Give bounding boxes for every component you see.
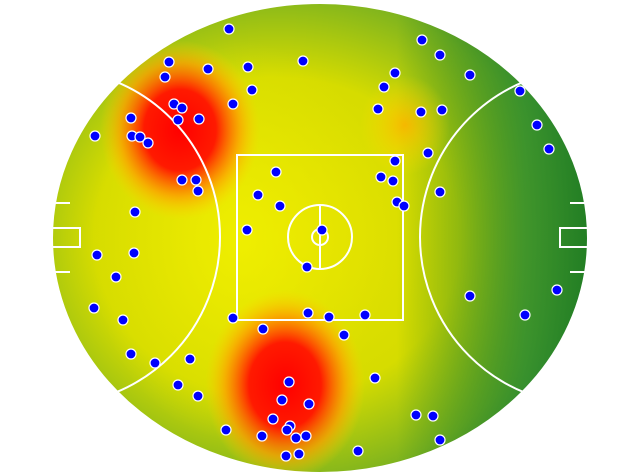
data-point — [464, 69, 476, 81]
data-point — [223, 23, 235, 35]
data-point — [242, 61, 254, 73]
data-point — [338, 329, 350, 341]
data-point — [270, 166, 282, 178]
data-point — [202, 63, 214, 75]
data-point — [176, 102, 188, 114]
data-point — [91, 249, 103, 261]
data-point — [88, 302, 100, 314]
data-point — [290, 432, 302, 444]
data-point — [551, 284, 563, 296]
data-point — [246, 84, 258, 96]
data-point — [369, 372, 381, 384]
data-point — [323, 311, 335, 323]
data-point — [398, 200, 410, 212]
data-point — [359, 309, 371, 321]
data-point — [389, 67, 401, 79]
data-point — [184, 353, 196, 365]
data-point — [192, 185, 204, 197]
data-point — [142, 137, 154, 149]
data-point — [434, 49, 446, 61]
data-point — [297, 55, 309, 67]
data-point — [434, 434, 446, 446]
data-point — [514, 85, 526, 97]
data-point — [193, 113, 205, 125]
data-point — [436, 104, 448, 116]
data-point — [257, 323, 269, 335]
data-point — [283, 376, 295, 388]
data-point — [125, 112, 137, 124]
data-point — [300, 430, 312, 442]
data-point — [256, 430, 268, 442]
data-point — [352, 445, 364, 457]
data-point — [176, 174, 188, 186]
data-point — [434, 186, 446, 198]
data-point — [274, 200, 286, 212]
data-point — [422, 147, 434, 159]
data-point — [301, 261, 313, 273]
data-point — [531, 119, 543, 131]
data-point — [89, 130, 101, 142]
data-point — [128, 247, 140, 259]
data-point — [416, 34, 428, 46]
data-point — [464, 290, 476, 302]
data-point — [252, 189, 264, 201]
data-point — [543, 143, 555, 155]
data-point — [241, 224, 253, 236]
data-point — [192, 390, 204, 402]
data-point — [149, 357, 161, 369]
data-point — [389, 155, 401, 167]
data-point — [159, 71, 171, 83]
data-point — [280, 450, 292, 462]
data-point — [410, 409, 422, 421]
data-point — [375, 171, 387, 183]
data-point — [293, 448, 305, 460]
data-point — [281, 424, 293, 436]
data-point — [117, 314, 129, 326]
data-point — [172, 379, 184, 391]
data-point — [387, 175, 399, 187]
data-point — [163, 56, 175, 68]
data-point — [378, 81, 390, 93]
data-point — [372, 103, 384, 115]
data-point — [302, 307, 314, 319]
data-point — [303, 398, 315, 410]
data-point — [134, 131, 146, 143]
data-point — [519, 309, 531, 321]
data-point — [427, 410, 439, 422]
data-point — [125, 348, 137, 360]
data-point — [172, 114, 184, 126]
data-point — [227, 312, 239, 324]
data-point — [129, 206, 141, 218]
data-point — [220, 424, 232, 436]
data-point — [276, 394, 288, 406]
data-point — [267, 413, 279, 425]
data-point — [190, 174, 202, 186]
data-point — [316, 224, 328, 236]
data-point — [415, 106, 427, 118]
data-point — [227, 98, 239, 110]
data-point — [110, 271, 122, 283]
